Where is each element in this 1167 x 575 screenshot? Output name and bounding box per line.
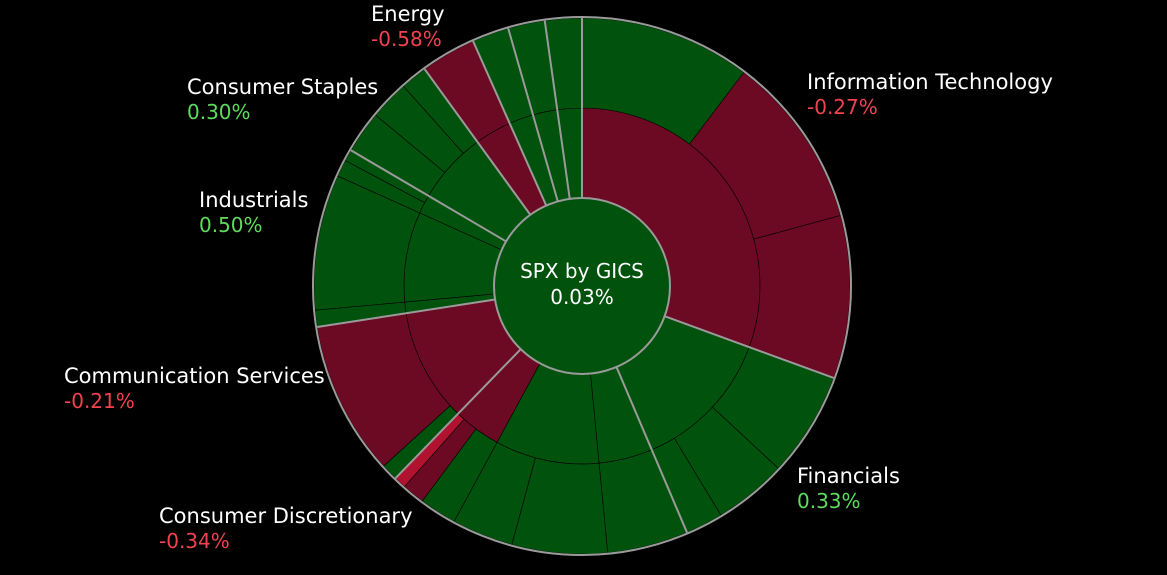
sunburst-rings xyxy=(313,17,851,555)
sector-change: -0.34% xyxy=(159,529,230,553)
sector-divider xyxy=(664,315,835,379)
sector-divider xyxy=(423,68,532,216)
label-industrials[interactable]: Industrials 0.50% xyxy=(199,188,308,238)
outer-ring xyxy=(312,16,852,556)
sector-divider xyxy=(615,366,688,533)
sector-divider xyxy=(394,348,522,480)
sector-change: 0.33% xyxy=(797,489,861,513)
sector-change: -0.27% xyxy=(807,95,878,119)
sector-name: Consumer Staples xyxy=(187,75,379,99)
sector-change: -0.21% xyxy=(64,389,135,413)
sector-name: Information Technology xyxy=(807,70,1053,94)
sector-change: 0.30% xyxy=(187,100,251,124)
sector-divider xyxy=(507,28,559,202)
sector-name: Consumer Discretionary xyxy=(159,504,413,528)
sector-change: -0.58% xyxy=(371,27,442,51)
chart-title: SPX by GICS xyxy=(520,259,644,283)
sector-divider xyxy=(350,149,507,243)
label-communication-services[interactable]: Communication Services -0.21% xyxy=(64,364,325,414)
label-energy[interactable]: Energy -0.58% xyxy=(371,2,445,52)
center-disc[interactable] xyxy=(493,197,671,375)
sector-divider xyxy=(472,40,548,206)
label-consumer-staples[interactable]: Consumer Staples 0.30% xyxy=(187,75,378,125)
sector-change: 0.50% xyxy=(199,213,263,237)
sector-divider xyxy=(317,298,496,329)
chart-total-change: 0.03% xyxy=(550,285,614,309)
label-consumer-discretionary[interactable]: Consumer Discretionary -0.34% xyxy=(159,504,413,554)
sector-name: Industrials xyxy=(199,188,309,212)
label-financials[interactable]: Financials 0.33% xyxy=(797,464,900,514)
sector-name: Financials xyxy=(797,464,900,488)
label-information-technology[interactable]: Information Technology -0.27% xyxy=(807,70,1053,120)
sector-divider xyxy=(543,20,571,199)
sector-name: Energy xyxy=(371,2,445,26)
sector-name: Communication Services xyxy=(64,364,325,388)
